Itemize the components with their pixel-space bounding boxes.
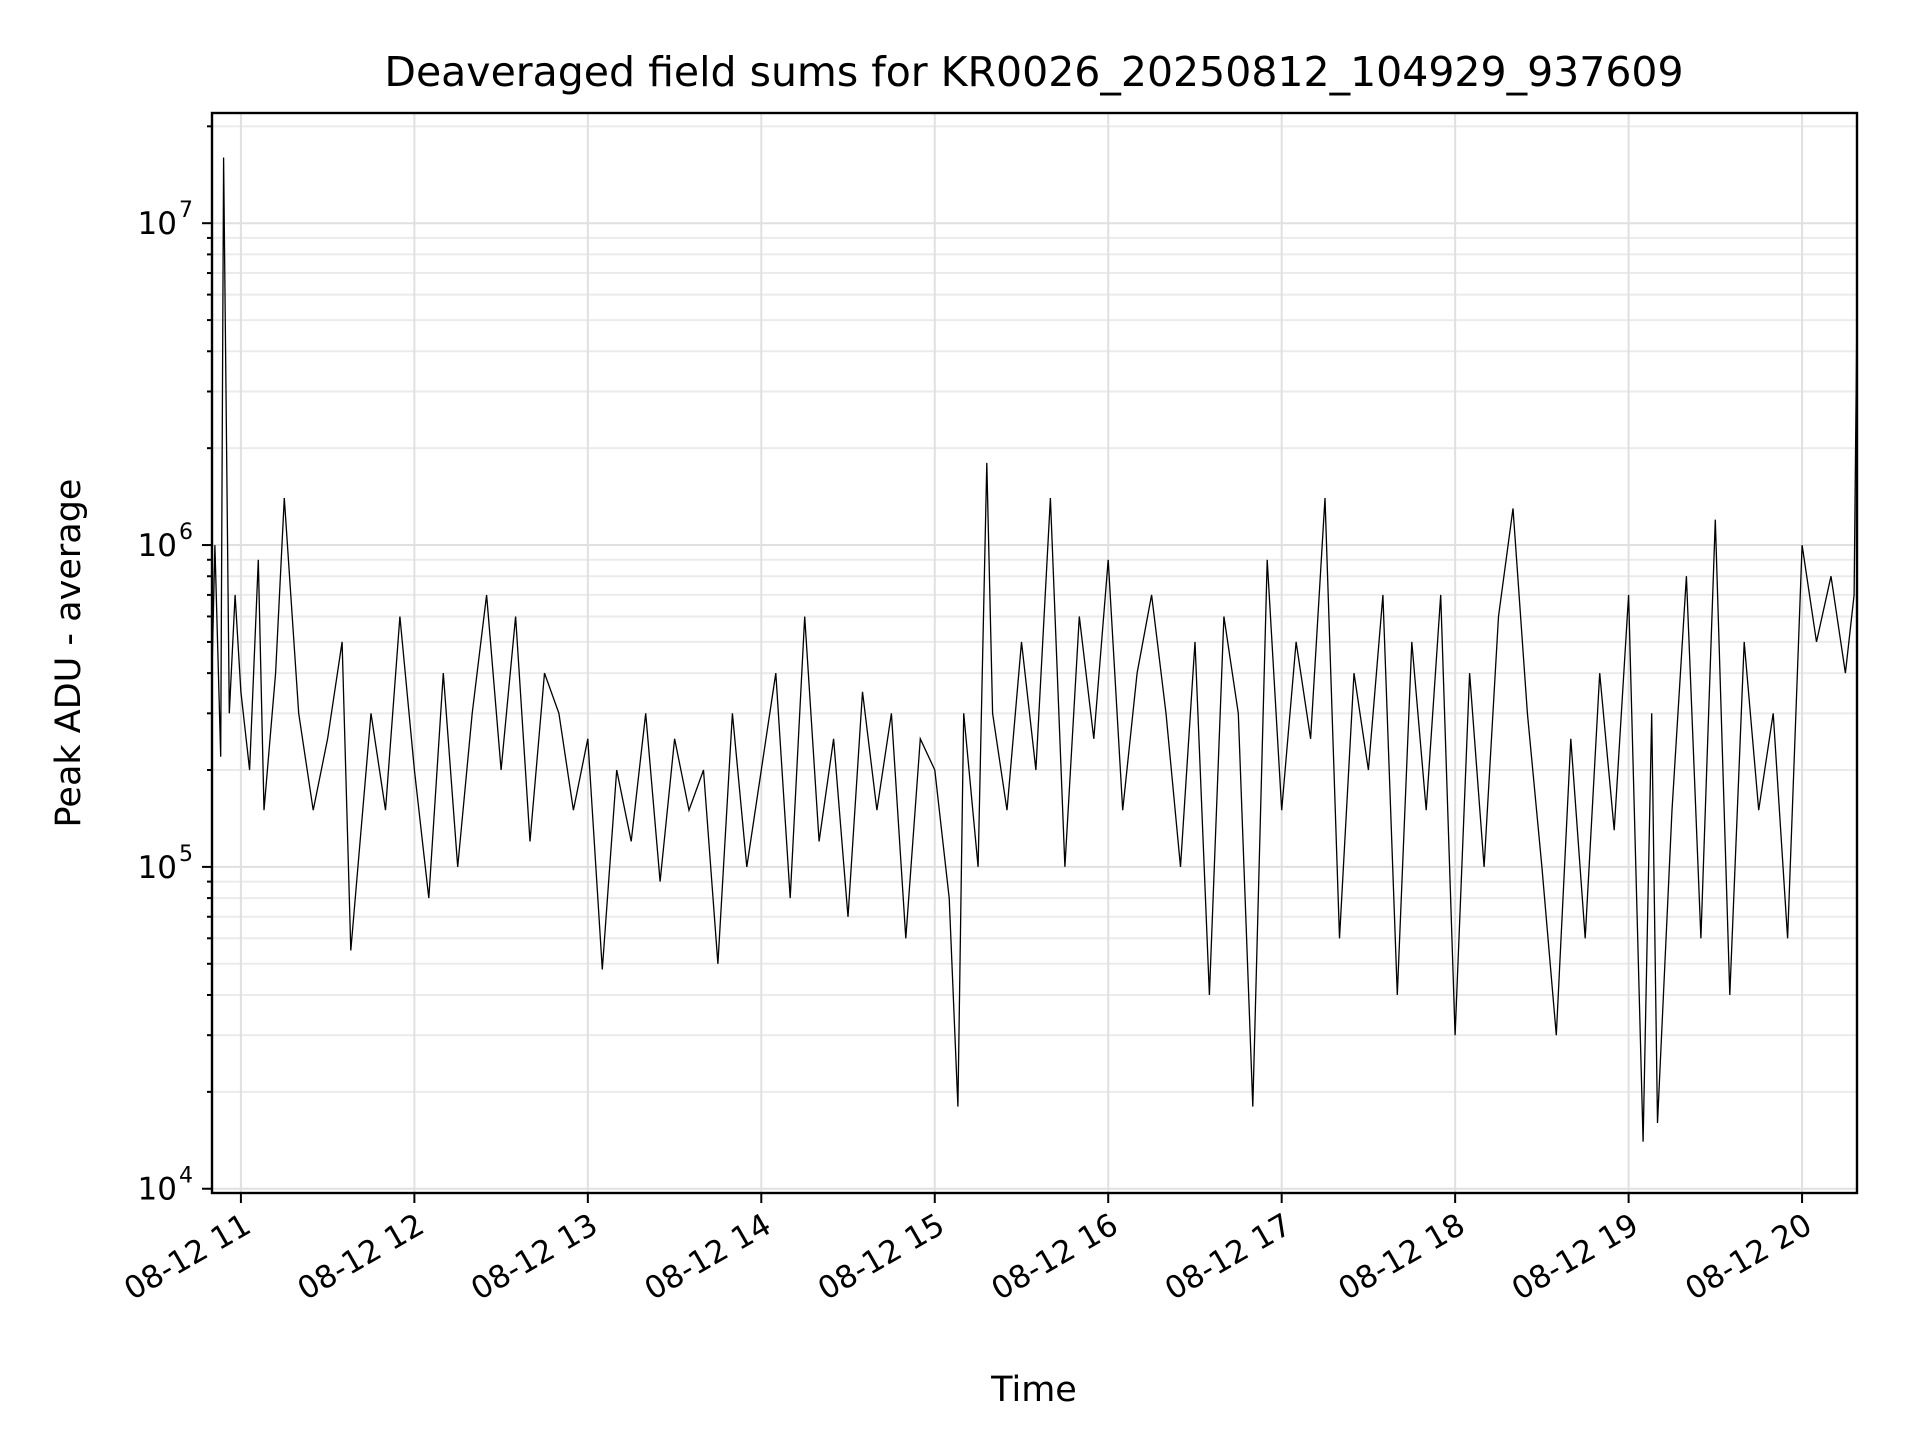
y-tick-label: 10 — [138, 528, 177, 564]
x-axis-label: Time — [990, 1370, 1077, 1410]
y-tick-label: 10 — [138, 850, 177, 886]
y-tick-exponent: 4 — [179, 1164, 193, 1189]
y-tick-exponent: 5 — [179, 842, 193, 867]
chart-title: Deaveraged field sums for KR0026_2025081… — [384, 48, 1683, 96]
y-tick-label: 10 — [138, 206, 177, 242]
y-tick-exponent: 7 — [179, 198, 193, 223]
y-axis-label: Peak ADU - average — [49, 479, 89, 828]
y-tick-exponent: 6 — [179, 520, 193, 545]
series-line — [211, 157, 1858, 1142]
grid — [212, 113, 1857, 1193]
y-tick-label: 10 — [138, 1172, 177, 1208]
plot-frame — [210, 111, 1859, 1195]
